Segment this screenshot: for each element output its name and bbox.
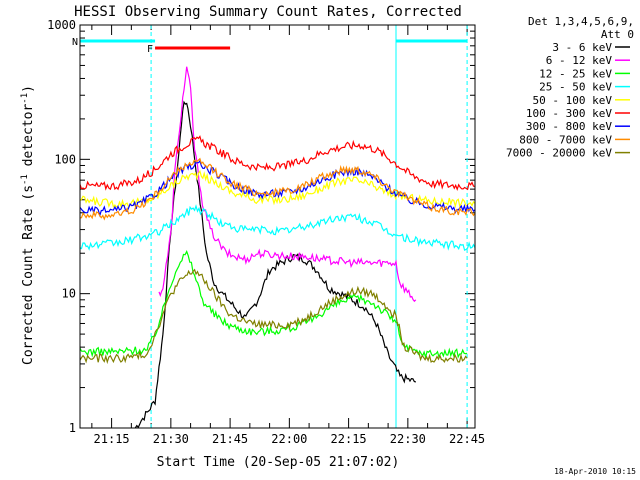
series-line (79, 135, 476, 191)
legend-label: 300 - 800 keV (526, 120, 612, 133)
x-tick-label: 22:15 (331, 432, 367, 446)
legend-label: 7000 - 20000 keV (506, 147, 612, 160)
legend-label: 25 - 50 keV (539, 81, 612, 94)
legend-label: 6 - 12 keV (546, 54, 613, 67)
x-axis-label: Start Time (20-Sep-05 21:07:02) (157, 455, 400, 470)
x-tick-label: 21:30 (153, 432, 189, 446)
flag-bars: FN (72, 37, 468, 55)
x-tick-label: 22:30 (390, 432, 426, 446)
chart-title: HESSI Observing Summary Count Rates, Cor… (74, 4, 462, 20)
legend-label: 12 - 25 keV (539, 67, 612, 80)
flag-label: F (147, 44, 153, 55)
series-line (158, 66, 417, 303)
x-tick-label: 22:45 (449, 432, 485, 446)
series-line (134, 100, 416, 429)
legend-header-line-1: Det 1,3,4,5,6,9, (528, 15, 634, 28)
legend-label: 800 - 7000 keV (519, 133, 612, 146)
y-tick-label: 100 (54, 152, 76, 166)
legend-label: 100 - 300 keV (526, 107, 612, 120)
series-line (79, 157, 476, 221)
series-lines (79, 66, 476, 429)
plot-frame (79, 24, 476, 429)
series-line (79, 268, 468, 365)
y-tick-label: 1 (69, 421, 76, 435)
y-tick-label: 1000 (47, 18, 76, 32)
series-line (79, 249, 468, 360)
x-tick-label: 21:45 (212, 432, 248, 446)
y-tick-label: 10 (62, 287, 76, 301)
legend-header-line-2: Att 0 (601, 28, 634, 41)
x-tick-label: 21:15 (94, 432, 130, 446)
x-tick-labels: 21:15 21:30 21:45 22:00 22:15 22:30 22:45 (94, 432, 486, 446)
y-axis-label: Corrected Count Rate (s-1 detector-1) (20, 85, 36, 365)
flag-label: N (72, 37, 78, 48)
footer-date: 18-Apr-2010 10:15 (554, 467, 636, 476)
y-tick-labels: 1 10 100 1000 (47, 18, 76, 435)
legend-label: 3 - 6 keV (552, 41, 612, 54)
series-line (79, 204, 476, 251)
x-tick-label: 22:00 (271, 432, 307, 446)
legend-label: 50 - 100 keV (533, 94, 613, 107)
